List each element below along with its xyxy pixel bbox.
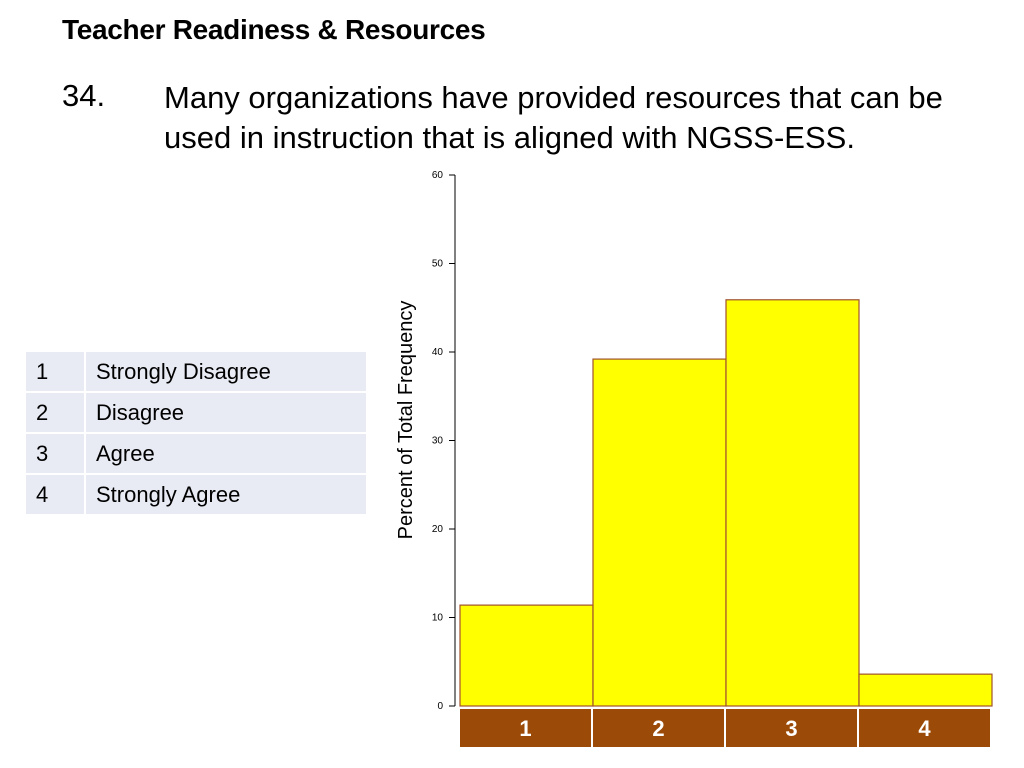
response-scale-table: 1 Strongly Disagree 2 Disagree 3 Agree 4… [26,350,366,516]
table-row: 1 Strongly Disagree [26,352,366,391]
y-tick-label: 30 [432,436,444,447]
y-axis: 0 10 20 30 40 50 60 [432,170,456,712]
category-cell-4 [859,709,990,747]
table-row: 4 Strongly Agree [26,475,366,514]
bars [459,299,993,707]
scale-code: 2 [26,393,86,432]
scale-label: Disagree [86,393,366,432]
question-number: 34. [62,78,106,113]
category-band: 1 2 3 4 [460,709,990,747]
category-label: 3 [785,716,797,741]
y-tick-label: 10 [432,613,444,624]
table-row: 2 Disagree [26,393,366,432]
bar-1 [459,604,594,707]
scale-code: 3 [26,434,86,473]
scale-label: Strongly Disagree [86,352,366,391]
scale-code: 1 [26,352,86,391]
scale-label: Agree [86,434,366,473]
category-cell-3 [726,709,857,747]
category-label: 1 [519,716,531,741]
bar-2 [592,358,727,707]
scale-label: Strongly Agree [86,475,366,514]
category-cell-1 [460,709,591,747]
category-cell-2 [593,709,724,747]
scale-code: 4 [26,475,86,514]
question-text: Many organizations have provided resourc… [164,80,943,155]
y-tick-label: 50 [432,259,444,270]
bar-4 [858,673,993,707]
y-tick-label: 0 [437,701,443,712]
table-row: 3 Agree [26,434,366,473]
y-axis-label: Percent of Total Frequency [395,301,417,540]
histogram-chart: Percent of Total Frequency 0 10 20 30 40 50 60… [395,170,993,747]
y-tick-label: 60 [432,170,444,181]
category-label: 4 [918,716,931,741]
bar-3 [725,299,860,707]
category-label: 2 [652,716,664,741]
y-tick-label: 40 [432,347,444,358]
y-tick-label: 20 [432,524,444,535]
slide-title: Teacher Readiness & Resources [62,14,486,45]
